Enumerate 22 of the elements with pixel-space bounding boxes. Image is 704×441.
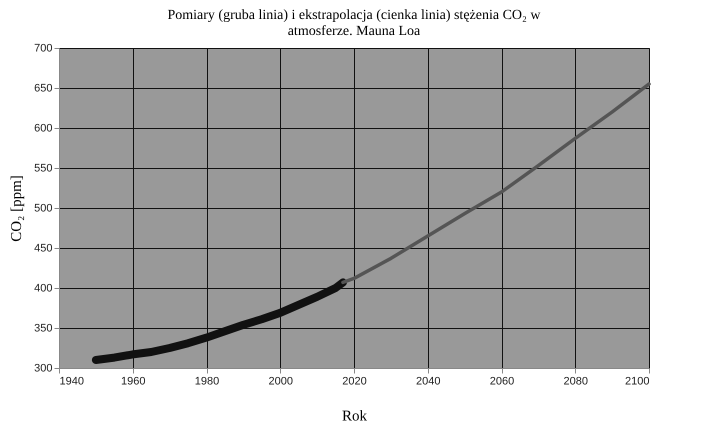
y-tick-label: 450 xyxy=(34,242,52,254)
x-tick-label: 2060 xyxy=(490,376,514,388)
chart-title: Pomiary (gruba linia) i ekstrapolacja (cienka linia) stężenia CO₂ w atmosferze. Mauna Loa xyxy=(167,8,542,39)
x-tick-label: 2040 xyxy=(416,376,440,388)
x-axis-title: Rok xyxy=(342,408,368,424)
y-axis-title: CO₂ [ppm] xyxy=(9,175,26,242)
x-tick-label: 1960 xyxy=(121,376,146,388)
y-tick-label: 600 xyxy=(34,122,52,134)
line-series xyxy=(341,82,651,284)
y-tick-label: 350 xyxy=(34,322,52,334)
y-tick-label: 400 xyxy=(34,282,52,294)
x-tick-label: 2000 xyxy=(268,376,293,388)
x-tick-label: 1940 xyxy=(60,376,84,388)
y-tick-label: 300 xyxy=(34,362,52,374)
y-tick-label: 650 xyxy=(34,82,52,94)
x-tick-label: 1980 xyxy=(194,376,220,388)
y-tick-label: 550 xyxy=(34,162,52,174)
x-tick-label: 2080 xyxy=(564,376,588,388)
x-tick-label: 2100 xyxy=(625,376,650,388)
y-tick-label: 700 xyxy=(34,42,52,54)
x-tick-label: 2020 xyxy=(342,376,367,388)
y-tick-label: 500 xyxy=(34,202,52,214)
